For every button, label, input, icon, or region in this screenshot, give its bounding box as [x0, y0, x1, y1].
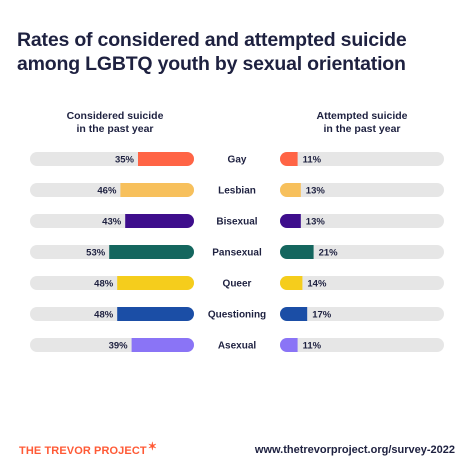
attempted-bar-asexual — [280, 338, 298, 352]
attempted-value-bisexual: 13% — [306, 217, 326, 228]
category-label-bisexual: Bisexual — [216, 217, 257, 228]
left-heading-line-1: Considered suicide — [66, 110, 164, 122]
considered-value-asexual: 39% — [109, 341, 129, 352]
attempted-track-asexual — [280, 338, 444, 352]
attempted-bar-pansexual — [280, 245, 314, 259]
star-icon: ✶ — [147, 441, 158, 453]
considered-bar-lesbian — [120, 183, 194, 197]
category-label-queer: Queer — [223, 279, 252, 290]
right-column-heading: Attempted suicide in the past year — [296, 110, 428, 136]
considered-bar-pansexual — [109, 245, 194, 259]
trevor-project-logo: THE TREVOR PROJECT✶ — [19, 441, 158, 457]
attempted-bar-bisexual — [280, 214, 301, 228]
attempted-bar-questioning — [280, 307, 308, 321]
attempted-bar-gay — [280, 152, 298, 166]
category-label-gay: Gay — [228, 155, 247, 166]
attempted-value-questioning: 17% — [312, 310, 332, 321]
attempted-bar-queer — [280, 276, 303, 290]
right-heading-line-1: Attempted suicide — [316, 110, 408, 122]
attempted-track-queer — [280, 276, 444, 290]
category-label-lesbian: Lesbian — [218, 186, 256, 197]
attempted-track-questioning — [280, 307, 444, 321]
attempted-value-asexual: 11% — [303, 341, 322, 352]
attempted-track-lesbian — [280, 183, 444, 197]
attempted-track-gay — [280, 152, 444, 166]
attempted-value-lesbian: 13% — [306, 186, 326, 197]
considered-value-questioning: 48% — [94, 310, 114, 321]
attempted-value-gay: 11% — [303, 155, 322, 166]
chart-title: Rates of considered and attempted suicid… — [17, 29, 407, 75]
attempted-bar-lesbian — [280, 183, 301, 197]
left-heading-line-2: in the past year — [76, 123, 154, 135]
considered-value-pansexual: 53% — [86, 248, 106, 259]
attempted-value-pansexual: 21% — [319, 248, 339, 259]
considered-bar-bisexual — [125, 214, 194, 228]
considered-value-bisexual: 43% — [102, 217, 122, 228]
category-label-pansexual: Pansexual — [212, 248, 262, 259]
attempted-track-pansexual — [280, 245, 444, 259]
attempted-track-bisexual — [280, 214, 444, 228]
right-heading-line-2: in the past year — [323, 123, 401, 135]
category-label-asexual: Asexual — [218, 341, 257, 352]
logo-text: THE TREVOR PROJECT — [19, 445, 147, 457]
considered-bar-queer — [117, 276, 194, 290]
considered-value-lesbian: 46% — [97, 186, 117, 197]
considered-bar-questioning — [117, 307, 194, 321]
considered-value-gay: 35% — [115, 155, 135, 166]
attempted-value-queer: 14% — [307, 279, 327, 290]
considered-bar-gay — [138, 152, 194, 166]
survey-url: www.thetrevorproject.org/survey-2022 — [254, 444, 455, 456]
considered-value-queer: 48% — [94, 279, 114, 290]
left-column-heading: Considered suicide in the past year — [40, 110, 190, 136]
considered-bar-asexual — [131, 338, 194, 352]
category-label-questioning: Questioning — [208, 310, 266, 321]
